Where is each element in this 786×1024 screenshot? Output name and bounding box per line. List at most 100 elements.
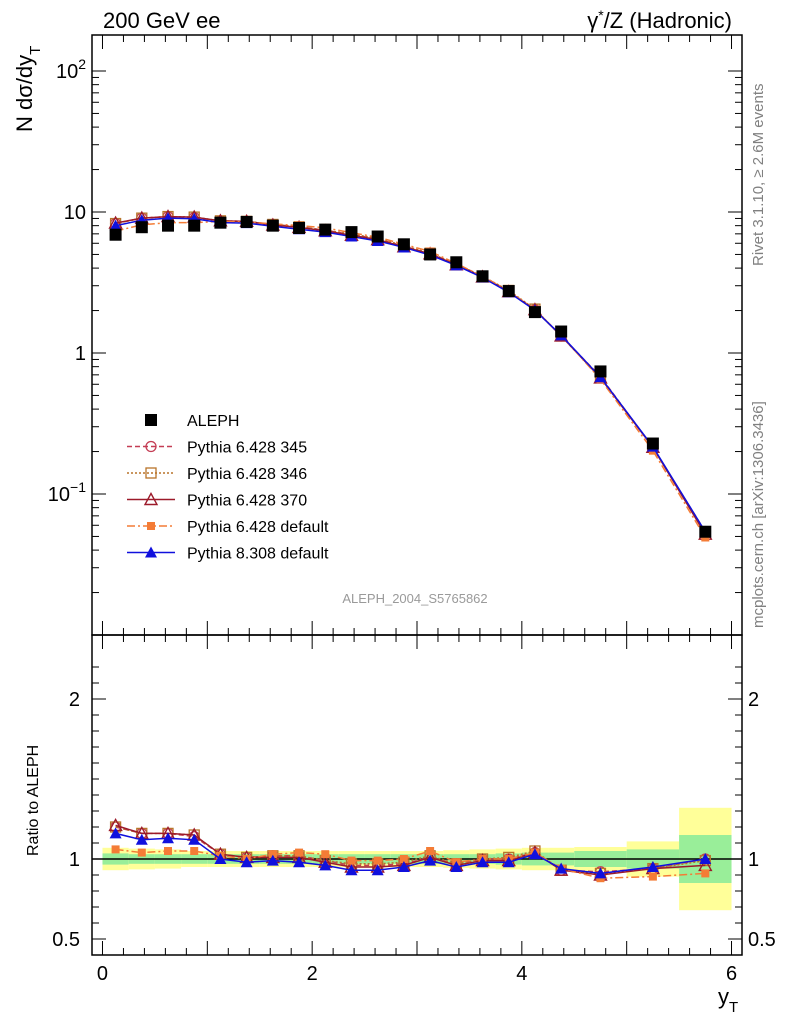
mc-point xyxy=(190,847,199,855)
series-line xyxy=(115,220,706,538)
ratio-ylabel: Ratio to ALEPH xyxy=(25,745,42,856)
mc-point xyxy=(109,827,122,839)
ratio-y-tick-label-right: 2 xyxy=(748,689,759,711)
ratio-y-tick-label: 1 xyxy=(69,849,80,871)
mc-point xyxy=(188,833,201,845)
mc-point xyxy=(699,853,712,864)
ratio-y-tick-label: 2 xyxy=(69,689,80,711)
mc-point xyxy=(135,833,148,845)
mc-point xyxy=(145,440,157,453)
y-tick-label-exponent: 2 xyxy=(78,56,86,72)
mc-point xyxy=(240,856,253,868)
series-line xyxy=(115,215,706,533)
x-tick-label: 2 xyxy=(307,963,318,985)
x-tick-label: 0 xyxy=(97,963,108,985)
mc-point xyxy=(164,847,173,855)
mc-point xyxy=(426,847,435,855)
y-tick-label-base: 10 xyxy=(56,61,78,83)
y-tick-label-base: 10 xyxy=(64,202,86,224)
data-point xyxy=(476,270,489,283)
mc-point xyxy=(476,856,489,868)
data-point xyxy=(109,228,122,241)
mcplots-label: mcplots.cern.ch [arXiv:1306.3436] xyxy=(750,401,767,628)
data-point xyxy=(397,238,410,251)
data-point xyxy=(162,219,175,232)
mc-point xyxy=(147,522,155,530)
data-point xyxy=(594,365,607,378)
ratio-y-tick-label-right: 0.5 xyxy=(748,929,776,951)
legend-label: Pythia 6.428 370 xyxy=(187,493,307,510)
data-point xyxy=(502,285,515,298)
data-point xyxy=(555,325,568,338)
mc-point xyxy=(321,850,330,859)
legend: ALEPH Pythia 6.428 345 Pythia 6.428 346 Pyt… xyxy=(127,413,329,563)
mc-point xyxy=(646,861,659,872)
y-tick-label: 10−1 xyxy=(48,479,86,506)
ratio-frame xyxy=(91,634,743,956)
mc-point xyxy=(137,848,146,857)
mc-point xyxy=(162,832,175,844)
data-point xyxy=(214,216,227,229)
data-point xyxy=(646,437,659,450)
y-tick-label-base: 10 xyxy=(48,484,70,506)
legend-label: Pythia 6.428 346 xyxy=(187,466,307,483)
mc-point xyxy=(109,219,122,231)
ratio-line xyxy=(115,848,706,879)
header-right: γ*/Z (Hadronic) xyxy=(587,7,732,33)
y-tick-label-exponent: −1 xyxy=(70,479,86,495)
mc-point xyxy=(345,864,358,876)
ratio-y-tick-label: 0.5 xyxy=(52,929,80,951)
data-point xyxy=(528,306,541,319)
mc-point xyxy=(214,853,227,864)
y-tick-label-base: 1 xyxy=(75,343,86,365)
y-tick-label: 10 xyxy=(64,202,86,224)
mc-point xyxy=(528,848,541,860)
analysis-watermark: ALEPH_2004_S5765862 xyxy=(342,591,487,606)
series-line xyxy=(115,217,706,533)
mc-point xyxy=(266,854,279,866)
x-axis-label: yT xyxy=(718,984,738,1016)
main-ylabel: N dσ/dyT xyxy=(12,46,44,132)
mc-point xyxy=(268,850,277,859)
mc-point xyxy=(424,854,437,866)
mc-point xyxy=(648,872,657,881)
legend-label: Pythia 6.428 default xyxy=(187,519,329,536)
data-point xyxy=(371,230,384,243)
data-point xyxy=(699,525,712,538)
mc-point xyxy=(399,855,408,863)
data-point xyxy=(188,219,201,232)
mc-point xyxy=(111,845,120,854)
legend-label: Pythia 6.428 345 xyxy=(187,440,307,457)
rivet-label: Rivet 3.1.10, ≥ 2.6M events xyxy=(750,84,767,267)
mc-point xyxy=(145,546,157,558)
y-tick-label: 1 xyxy=(75,343,86,365)
ratio-y-tick-label-right: 1 xyxy=(748,849,759,871)
header-left: 200 GeV ee xyxy=(103,8,220,33)
legend-label: Pythia 8.308 default xyxy=(187,546,329,563)
mc-point xyxy=(594,867,607,879)
data-point xyxy=(266,219,279,232)
data-point xyxy=(135,221,148,234)
data-point xyxy=(345,226,358,239)
series-line xyxy=(115,215,706,533)
x-tick-label: 4 xyxy=(516,963,527,985)
mc-point xyxy=(502,856,515,868)
mc-point xyxy=(347,856,356,865)
mc-point xyxy=(293,856,306,868)
mc-point xyxy=(373,856,382,865)
data-point xyxy=(450,256,463,269)
mc-point xyxy=(371,864,384,876)
series-line xyxy=(115,215,706,535)
main-plot-area xyxy=(108,209,713,542)
ratio-plot-area xyxy=(108,817,713,883)
data-point xyxy=(240,215,253,228)
data-point xyxy=(145,414,157,426)
mc-point xyxy=(397,861,410,872)
mc-point xyxy=(319,859,332,871)
data-point xyxy=(424,248,437,261)
data-point xyxy=(319,223,332,236)
mc-point xyxy=(701,869,710,878)
